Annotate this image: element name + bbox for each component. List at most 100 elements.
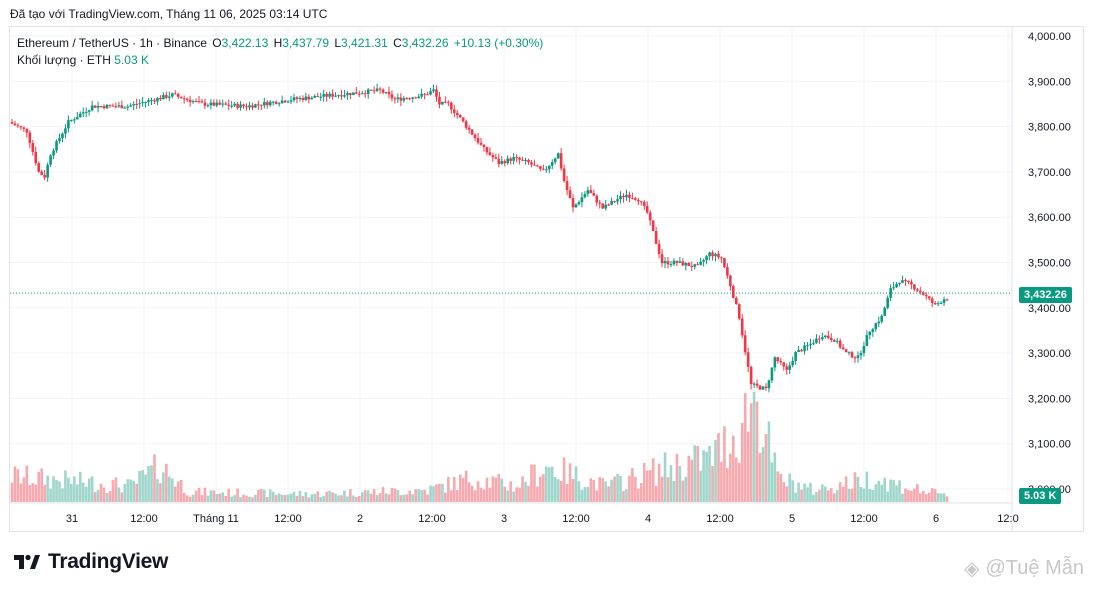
candle-body (853, 357, 857, 359)
y-axis-tick-label: 3,900.00 (1028, 76, 1071, 88)
volume-bar (245, 495, 248, 502)
candle-body (818, 338, 821, 340)
volume-bar (737, 462, 741, 502)
candle-body (684, 262, 688, 266)
candle-body (248, 105, 251, 108)
volume-bar (254, 494, 257, 502)
candle-body (233, 103, 236, 106)
candle-body (788, 365, 792, 370)
volume-bar (844, 476, 848, 502)
volume-bar (479, 487, 483, 502)
candle-body (408, 98, 412, 100)
volume-bar (215, 494, 219, 502)
candle-body (81, 112, 85, 114)
volume-bar (586, 486, 590, 502)
volume-bar (188, 496, 192, 502)
volume-bar (939, 493, 943, 502)
volume-bar (800, 489, 803, 502)
candle-body (405, 98, 409, 100)
volume-bar (758, 453, 762, 502)
volume-bar (22, 477, 26, 502)
candle-body (73, 119, 76, 121)
volume-bar (384, 493, 388, 502)
candle-body (512, 157, 515, 161)
volume-bar (625, 489, 628, 502)
candle-body (360, 93, 364, 95)
volume-bar (619, 476, 622, 502)
candle-body (628, 194, 631, 198)
volume-bar (616, 473, 619, 502)
candle-body (835, 340, 839, 342)
volume-bar (444, 492, 447, 502)
volume-bar (803, 483, 806, 502)
volume-bar (420, 490, 423, 502)
candle-body (375, 88, 379, 91)
candle-body (696, 264, 699, 266)
candle-body (343, 95, 346, 97)
candle-body (797, 349, 800, 352)
volume-bar (378, 493, 382, 502)
volume-bar (426, 494, 429, 502)
candle-body (292, 97, 296, 101)
volume-bar (791, 480, 794, 502)
volume-bar (132, 480, 136, 502)
legend-open-label: O (212, 36, 222, 50)
candle-body (488, 152, 492, 156)
volume-bar (657, 463, 661, 502)
volume-bar (589, 478, 593, 502)
candle-body (705, 256, 708, 261)
volume-bar (907, 490, 910, 502)
volume-bar (375, 495, 379, 502)
legend-symbol[interactable]: Ethereum / TetherUS · 1h · Binance (17, 36, 207, 50)
candle-body (773, 357, 777, 368)
volume-bar (610, 479, 613, 502)
candle-body (423, 93, 426, 95)
candle-body (669, 264, 673, 266)
candle-body (720, 257, 723, 259)
volume-bar (129, 479, 133, 502)
y-axis-tick-label: 3,700.00 (1028, 167, 1071, 179)
candle-body (681, 261, 685, 266)
legend-low-label: L (334, 36, 342, 50)
volume-bar (156, 479, 159, 502)
volume-bar (829, 488, 833, 502)
volume-bar (613, 476, 616, 502)
candle-body (485, 147, 489, 153)
candle-body (441, 101, 444, 105)
candle-body (859, 352, 863, 356)
candle-body (185, 98, 189, 100)
candle-body (749, 366, 753, 385)
volume-bar (221, 492, 225, 502)
volume-bar (325, 491, 328, 502)
volume-bar (628, 475, 631, 502)
volume-bar (283, 495, 287, 502)
chart-area[interactable] (9, 26, 1084, 532)
candle-body (203, 102, 207, 106)
legend-volume-label[interactable]: Khối lượng · ETH (17, 53, 111, 67)
volume-bar (70, 483, 73, 502)
candle-body (426, 94, 429, 96)
volume-bar (165, 463, 168, 502)
volume-bar (521, 476, 524, 502)
volume-bar (461, 477, 465, 502)
volume-bar (289, 493, 293, 502)
volume-bar (518, 487, 521, 502)
volume-bar (144, 474, 147, 502)
candle-body (450, 102, 453, 110)
legend-close-value: 3,432.26 (401, 36, 449, 50)
volume-bar (185, 495, 189, 502)
candle-body (283, 100, 287, 103)
candle-body (470, 129, 474, 135)
candle-body (562, 168, 566, 182)
volume-bar (509, 481, 512, 502)
candle-body (717, 253, 720, 258)
volume-bar (96, 489, 100, 502)
candle-body (678, 261, 682, 263)
candle-body (346, 93, 349, 96)
candle-body (271, 101, 275, 103)
volume-bar (797, 482, 800, 502)
volume-bar (648, 470, 652, 502)
tradingview-logo[interactable]: TradingView (12, 550, 168, 574)
candle-body (862, 345, 866, 353)
